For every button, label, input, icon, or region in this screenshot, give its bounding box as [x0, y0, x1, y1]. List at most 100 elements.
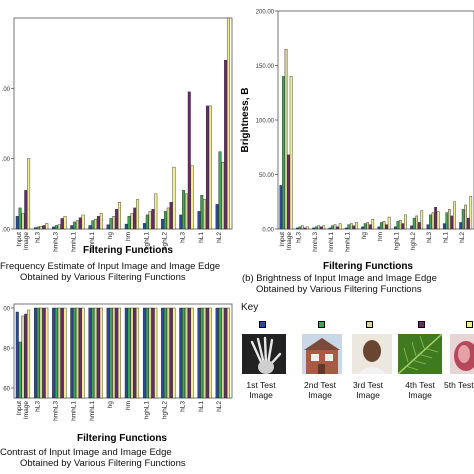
- chart-b-bar: [434, 206, 437, 230]
- chart-b-bar: [363, 223, 367, 230]
- chart-b-caption: (b) Brightness of Input Image and Image …: [242, 273, 474, 295]
- chart-a-bar: [42, 225, 46, 230]
- chart-c-bar: [184, 307, 188, 399]
- chart-b-bar: [410, 225, 413, 230]
- brick-house-image: [302, 334, 342, 374]
- chart-b-xtick-label: hm: [377, 232, 384, 241]
- chart-a-xtick-label: hmhL1: [71, 232, 78, 252]
- chart-c-bar: [117, 307, 121, 399]
- chart-b-ytick-label: 150.00: [256, 64, 275, 70]
- chart-a-bar: [73, 221, 77, 230]
- chart-c-bar: [130, 307, 134, 399]
- key-label-1: 1st Test Image: [246, 380, 276, 400]
- chart-c-bar: [161, 307, 165, 399]
- chart-b-bar: [396, 221, 400, 230]
- chart-c-bar: [112, 307, 116, 399]
- chart-a-bar: [190, 165, 194, 230]
- chart-a-bar: [184, 193, 188, 230]
- chart-c: 00 80 60 Input Image hL3 hmhL3 hmhL1 hmhL1 hg hm hg…: [3, 303, 233, 444]
- chart-c-bar: [169, 307, 173, 399]
- chart-a-xtick-label: hghL1: [143, 232, 150, 250]
- chart-a-bar: [221, 161, 225, 230]
- chart-a-bar: [163, 211, 167, 230]
- chart-b-bar: [385, 224, 388, 230]
- chart-a-xtick-label: hL1: [198, 232, 205, 243]
- chart-a-bar: [148, 211, 152, 230]
- chart-a-bar: [63, 216, 67, 230]
- chart-c-xtick-label: hL2: [216, 401, 223, 412]
- chart-a-bar: [115, 209, 119, 230]
- chart-c-bar: [81, 307, 85, 399]
- chart-a-bar: [218, 151, 222, 230]
- chart-a-bar: [142, 223, 146, 230]
- chart-b-bar: [331, 225, 334, 230]
- chart-c-caption-line1: Contrast of Input Image and Image Edge: [0, 447, 172, 458]
- chart-b-bar: [295, 227, 299, 230]
- chart-c-bar: [226, 307, 230, 399]
- chart-b-bar: [469, 196, 473, 230]
- chart-a-xtick-label: Input: [16, 232, 23, 247]
- chart-a-ytick-label: .00: [2, 157, 11, 163]
- chart-b-bar: [366, 222, 370, 230]
- chart-a-bar: [182, 190, 186, 230]
- chart-b-xtick-label: hghL1: [394, 232, 401, 250]
- chart-b-bar: [336, 226, 339, 230]
- key-swatch-5: [466, 321, 473, 328]
- chart-a-bar: [117, 202, 121, 230]
- chart-a-bar: [197, 211, 201, 230]
- chart-a-bar: [109, 218, 113, 230]
- chart-c-bar: [63, 307, 67, 399]
- chart-b-xtick-label: hg: [361, 232, 368, 240]
- chart-c-bar: [27, 309, 31, 399]
- chart-a-bar: [21, 213, 25, 230]
- chart-b-bar: [347, 224, 351, 230]
- chart-b-bar: [284, 48, 288, 230]
- chart-b-bar: [429, 214, 432, 230]
- chart-c-xtick-label: hL1: [198, 401, 205, 412]
- chart-a-xtick-label: hmhL3: [52, 232, 59, 252]
- chart-a-bar: [70, 225, 74, 230]
- chart-c-bar: [39, 307, 43, 399]
- chart-b-bar: [404, 214, 407, 230]
- chart-a-bar: [33, 227, 37, 230]
- chart-b-xtick-label: hL3: [296, 232, 303, 243]
- chart-a-bar: [151, 209, 155, 230]
- chart-a-bar: [172, 166, 176, 230]
- chart-a-bar: [57, 224, 61, 230]
- chart-a-xtick-label: hL2: [216, 232, 223, 243]
- fruit-image: [450, 334, 474, 374]
- chart-c-bar: [57, 307, 61, 399]
- chart-c-bar: [187, 307, 191, 399]
- key-swatch-1: [259, 321, 266, 328]
- chart-c-bar: [148, 307, 152, 399]
- chart-c-xtick-label: hm: [125, 401, 132, 410]
- chart-c-bar: [99, 307, 103, 399]
- chart-b-bar: [287, 154, 290, 230]
- chart-b-xtick-label: hL3: [426, 232, 433, 243]
- chart-a-bar: [106, 224, 110, 230]
- xray-hand-image: [242, 334, 286, 374]
- key-swatch-2: [318, 321, 325, 328]
- chart-b-xtick-label: hmhL1: [345, 232, 352, 252]
- chart-a-bar: [91, 220, 95, 230]
- chart-c-bar: [208, 307, 212, 399]
- chart-c-bar: [18, 341, 22, 399]
- chart-a-bar: [24, 190, 28, 230]
- chart-a-bar: [36, 226, 40, 230]
- chart-b-bar: [303, 227, 307, 230]
- chart-a-bar: [78, 217, 82, 230]
- chart-a-xtick-label: hmhL1: [89, 232, 96, 252]
- chart-c-xtick-label: hmhL3: [52, 401, 59, 421]
- chart-b-bar: [401, 223, 405, 230]
- chart-a-bar: [145, 214, 149, 230]
- chart-b-xtick-label: hmhL3: [312, 232, 319, 252]
- chart-c-bar: [60, 307, 64, 399]
- chart-b-ylabel: Brightness, B: [240, 87, 251, 152]
- chart-b-bar: [450, 215, 454, 230]
- chart-c-bar: [21, 315, 25, 399]
- chart-a-bar: [203, 199, 207, 230]
- chart-b-bar: [453, 201, 456, 230]
- chart-c-bar: [163, 307, 167, 399]
- chart-c-bar: [133, 307, 137, 399]
